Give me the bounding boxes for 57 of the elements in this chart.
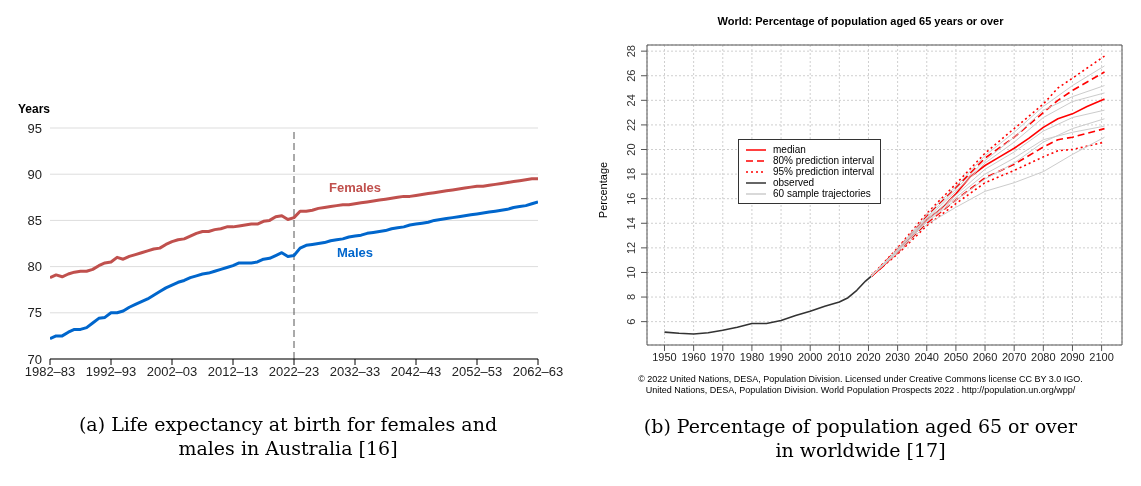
x-tick-label: 2060 [972, 350, 998, 363]
x-tick-label: 2042–43 [390, 364, 442, 380]
x-tick-label: 2090 [1060, 350, 1085, 363]
y-tick-label: 95 [27, 120, 42, 136]
y-tick-label: 10 [625, 266, 637, 279]
text: (b) Percentage of population aged 65 or over in worldwide [17] [642, 414, 1079, 462]
series-label: Males [336, 245, 374, 261]
x-tick-label: 2062–63 [512, 364, 564, 380]
x-tick-label: 2070 [1001, 350, 1027, 363]
x-tick-label: 1970 [710, 350, 736, 363]
y-tick-label: 22 [625, 118, 637, 132]
y-tick-label: 8 [625, 293, 637, 301]
legend-label: 60 sample trajectories [773, 188, 871, 199]
y-tick-label: 90 [27, 166, 42, 182]
x-tick-label: 1950 [652, 350, 677, 363]
x-tick-label: 2100 [1089, 350, 1114, 363]
x-tick-label: 2032–33 [329, 364, 381, 380]
y-tick-label: 75 [27, 305, 42, 321]
y-tick-label: 16 [625, 192, 637, 205]
x-tick-label: 1982–83 [24, 364, 76, 380]
y-tick-label: 6 [625, 318, 637, 325]
x-tick-label: 2030 [885, 350, 910, 363]
legend-label: 95% prediction interval [773, 166, 875, 177]
x-tick-label: 2000 [797, 350, 823, 363]
text: © 2022 United Nations, DESA, Population Division. Licensed under Creative Commons license CC BY 3.0 IGO. [637, 374, 1084, 385]
y-tick-label: 18 [625, 167, 637, 181]
x-tick-label: 2080 [1031, 350, 1056, 363]
y-tick-label: 12 [625, 241, 637, 254]
y-tick-label: 14 [625, 217, 637, 230]
y-tick-label: 20 [625, 143, 637, 156]
y-tick-label: 85 [27, 213, 42, 229]
x-tick-label: 1990 [768, 350, 794, 363]
x-tick-label: 1960 [681, 350, 706, 363]
y-tick-label: 26 [625, 69, 637, 82]
x-tick-label: 1992–93 [85, 364, 137, 380]
y-tick-label: 28 [625, 45, 637, 58]
x-tick-label: 2040 [914, 350, 939, 363]
y-axis-title: Percentage [597, 160, 609, 221]
chart-title: World: Percentage of population aged 65 years or over [716, 14, 1005, 29]
y-tick-label: 24 [625, 94, 637, 107]
x-tick-label: 1980 [739, 350, 765, 363]
y-axis-title: Years [18, 102, 51, 116]
text: (a) Life expectancy at birth for females and males in Australia [16] [77, 412, 499, 460]
text: United Nations, DESA, Population Division. World Population Prospects 2022 . http://population.un.org/wpp/ [644, 385, 1077, 396]
legend-label: median [773, 144, 806, 155]
y-tick-label: 70 [27, 351, 42, 367]
x-tick-label: 2022–23 [268, 364, 320, 380]
legend-label: 80% prediction interval [773, 155, 875, 166]
x-tick-label: 2020 [856, 350, 881, 363]
x-tick-label: 2002–03 [146, 364, 198, 380]
series-label: Females [328, 179, 382, 195]
x-tick-label: 2052–53 [451, 364, 503, 380]
x-tick-label: 2010 [827, 350, 852, 363]
legend-label: observed [773, 177, 815, 188]
x-tick-label: 2012–13 [207, 364, 259, 380]
y-tick-label: 80 [27, 259, 42, 275]
x-tick-label: 2050 [943, 350, 969, 363]
